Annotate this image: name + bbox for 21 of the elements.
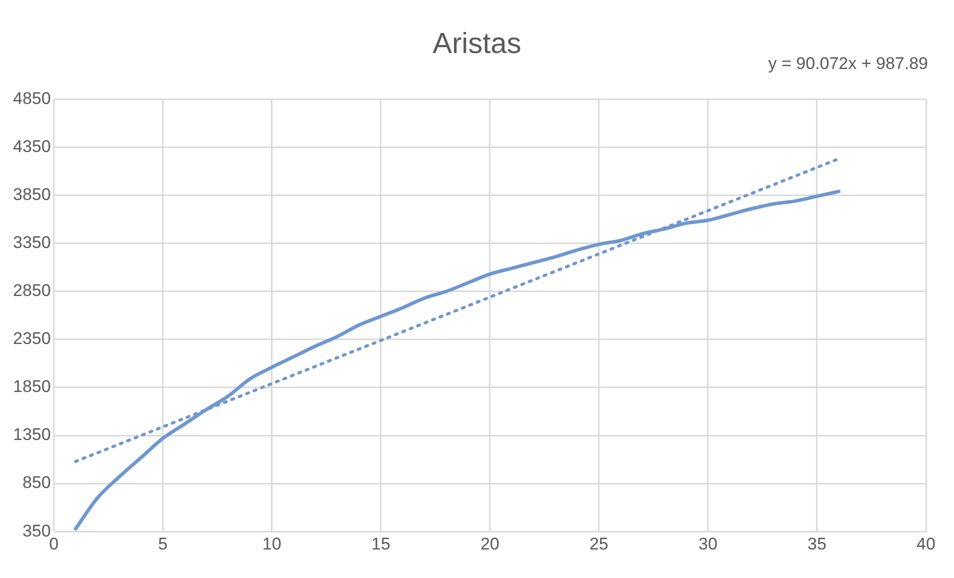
x-tick-label: 20 <box>480 534 500 554</box>
x-tick-label: 30 <box>698 534 718 554</box>
chart-title: Aristas <box>432 28 522 60</box>
x-tick-label: 10 <box>262 534 282 554</box>
y-tick-label: 1350 <box>12 425 51 444</box>
x-tick-label: 0 <box>49 534 59 554</box>
x-tick-label: 25 <box>589 534 608 554</box>
y-tick-label: 2350 <box>12 329 51 348</box>
y-tick-label: 4850 <box>12 88 51 108</box>
y-tick-label: 350 <box>22 521 51 540</box>
text: y = 90.072x + 987.89 <box>768 54 928 74</box>
x-tick-label: 5 <box>158 534 168 554</box>
y-tick-label: 3350 <box>12 233 51 252</box>
x-tick-label: 40 <box>916 534 936 554</box>
y-tick-label: 2850 <box>12 281 51 300</box>
y-tick-label: 4350 <box>12 136 51 156</box>
y-tick-label: 1850 <box>12 377 51 396</box>
y-tick-label: 3850 <box>12 184 51 204</box>
y-tick-label: 850 <box>22 473 51 492</box>
x-tick-label: 35 <box>808 534 826 554</box>
x-tick-label: 15 <box>371 534 390 554</box>
